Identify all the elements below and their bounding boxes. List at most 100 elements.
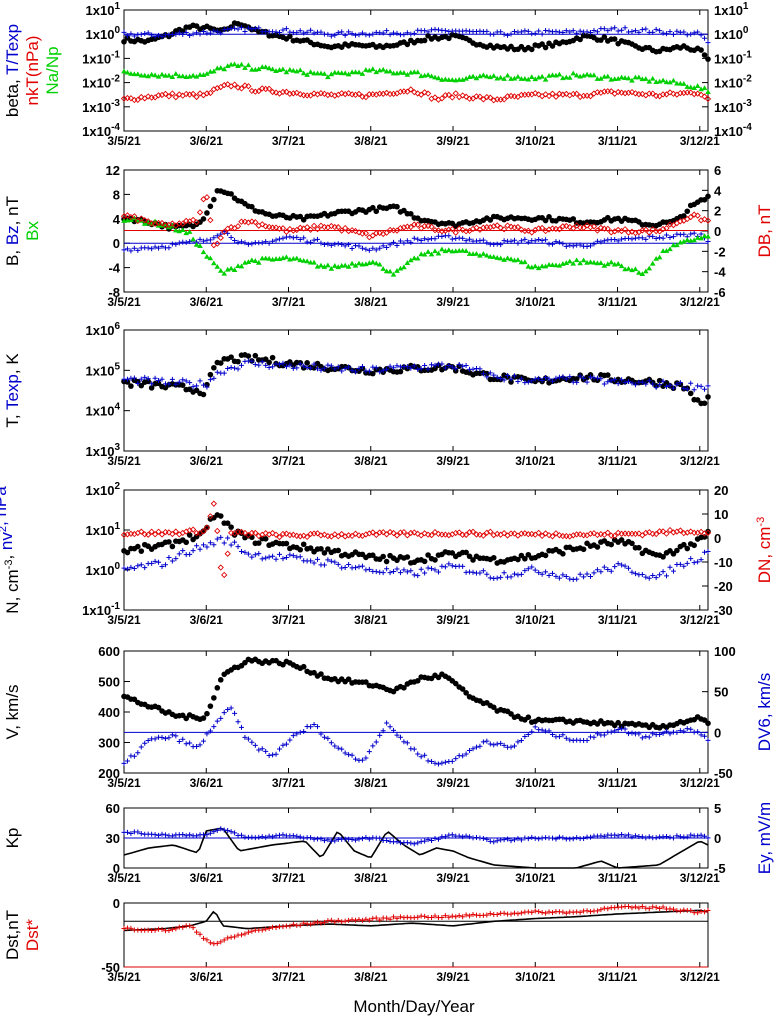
data-point [490, 704, 497, 711]
y-tick-label: 1x10-2 [82, 74, 120, 91]
data-point [138, 382, 145, 389]
data-point [415, 236, 421, 242]
data-point [462, 93, 470, 100]
data-point [176, 228, 183, 234]
data-point [494, 530, 501, 538]
data-point [346, 242, 352, 248]
data-point [221, 937, 227, 943]
data-point [701, 52, 708, 58]
data-point [484, 738, 490, 744]
data-point [504, 222, 511, 229]
data-point [308, 724, 314, 730]
data-point [705, 549, 711, 555]
y-axis-label-right: DB, nT [755, 205, 774, 258]
data-point [397, 69, 404, 75]
data-point [172, 94, 179, 101]
data-point [308, 921, 314, 927]
data-point [539, 41, 545, 47]
data-point [218, 30, 224, 36]
data-point [697, 528, 705, 535]
data-point [176, 240, 182, 246]
data-point [570, 70, 577, 76]
x-tick-label: 3/12/21 [680, 454, 720, 468]
data-point [194, 833, 200, 839]
data-point [280, 27, 286, 33]
series-v [121, 656, 711, 731]
data-point [166, 927, 172, 933]
data-point [594, 375, 600, 381]
data-point [279, 88, 287, 96]
data-point [421, 89, 428, 96]
data-point [394, 566, 400, 572]
data-point [588, 909, 594, 915]
data-point [159, 376, 165, 382]
y-tick-label: 300 [98, 736, 120, 751]
data-point [138, 528, 145, 535]
data-point [525, 551, 532, 558]
data-point [262, 64, 269, 70]
data-point [435, 836, 441, 842]
data-point [242, 65, 248, 70]
data-point [463, 363, 469, 369]
data-point [370, 743, 376, 749]
data-point [525, 239, 531, 245]
data-point [414, 221, 421, 228]
data-point [165, 529, 173, 536]
data-point [421, 37, 428, 44]
x-tick-label: 3/9/21 [436, 970, 470, 984]
data-point [325, 74, 331, 80]
data-point [373, 247, 379, 253]
data-point [701, 93, 708, 100]
data-point [373, 365, 379, 371]
data-point [657, 382, 663, 388]
data-point [211, 724, 217, 730]
data-point [639, 90, 646, 98]
data-point [539, 31, 545, 37]
data-point [294, 833, 300, 839]
data-point [369, 529, 376, 536]
data-point [238, 549, 244, 555]
data-point [546, 572, 552, 578]
data-point [414, 530, 421, 537]
data-point [362, 94, 370, 101]
data-point [355, 532, 363, 539]
data-point [615, 75, 621, 81]
y-tick-label-right: 1x10-2 [714, 74, 752, 91]
data-point [563, 735, 569, 741]
data-point [667, 382, 673, 388]
data-point [415, 573, 421, 579]
data-point [646, 575, 652, 581]
data-point [494, 741, 500, 747]
x-tick-label: 3/6/21 [190, 970, 224, 984]
data-point [556, 262, 563, 268]
data-point [670, 234, 676, 240]
data-point [207, 940, 213, 946]
data-point [338, 530, 345, 538]
data-point [487, 217, 494, 223]
data-point [622, 563, 628, 569]
data-point [626, 904, 632, 910]
data-point [467, 834, 473, 840]
data-point [563, 74, 570, 80]
data-point [560, 551, 566, 557]
data-point [245, 532, 252, 539]
data-point [584, 243, 590, 249]
data-point [432, 557, 438, 563]
data-point [704, 217, 712, 224]
data-point [649, 260, 656, 266]
data-point [245, 736, 251, 742]
data-point [138, 93, 145, 101]
data-point [203, 524, 211, 531]
data-point [442, 531, 449, 538]
data-point [277, 361, 283, 367]
data-point [193, 219, 200, 226]
data-point [639, 904, 645, 910]
data-point [352, 69, 359, 75]
data-point [629, 236, 635, 242]
data-point [656, 254, 663, 260]
data-point [335, 69, 342, 75]
series-ttexp [121, 25, 711, 46]
data-point [643, 26, 649, 32]
data-point [629, 380, 635, 386]
